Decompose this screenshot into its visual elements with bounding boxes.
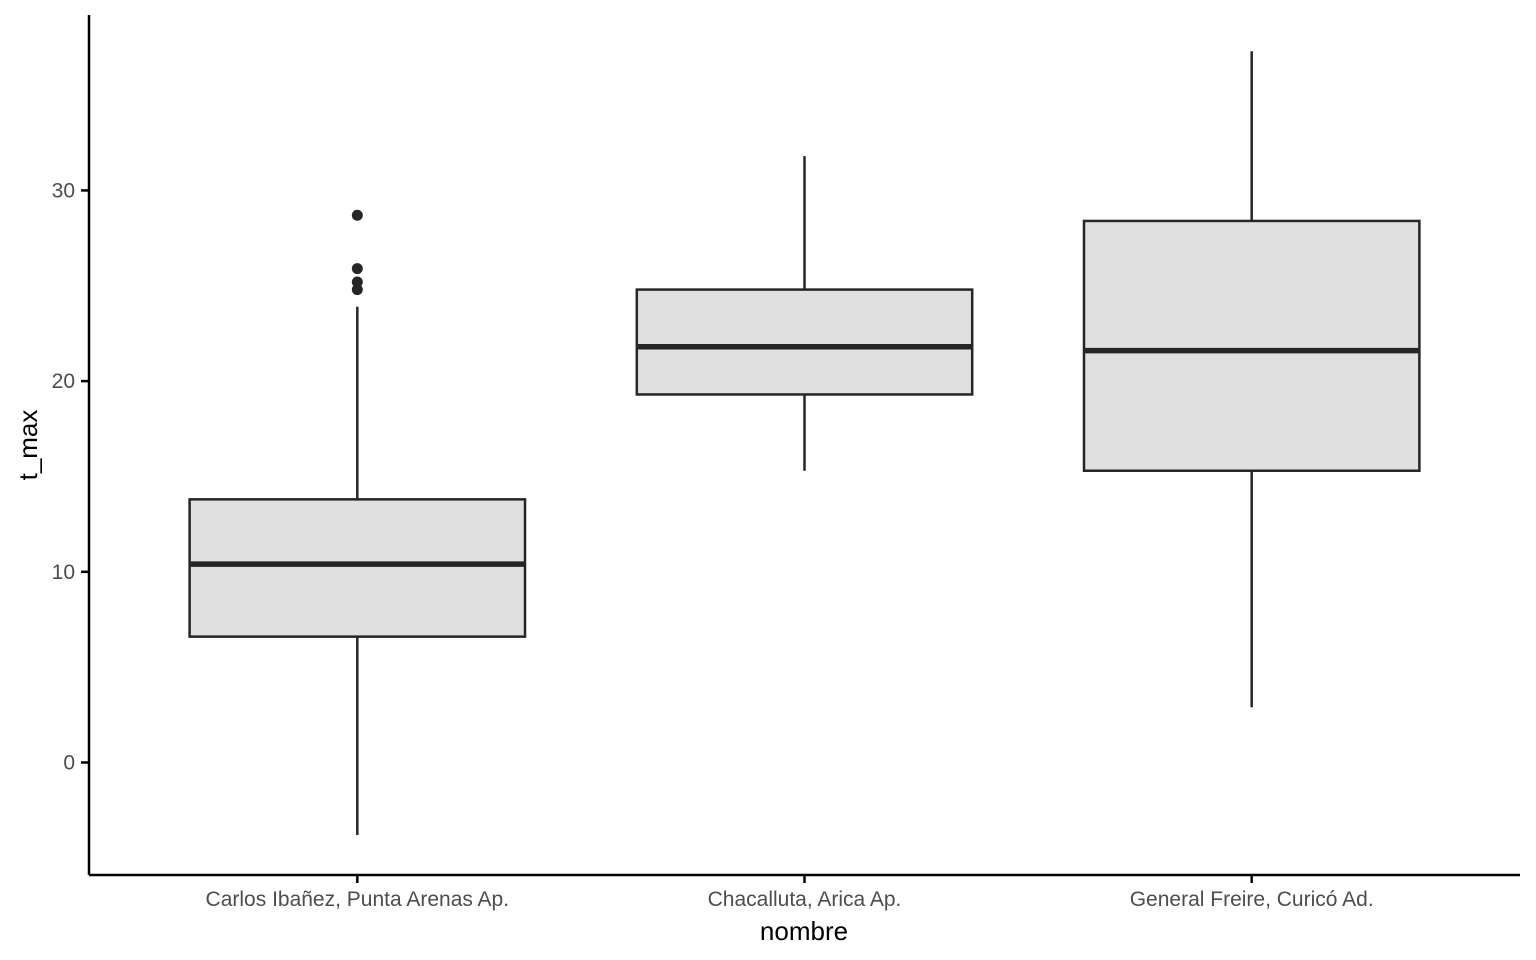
y-tick-label: 0: [63, 751, 75, 774]
box-iqr: [188, 498, 527, 638]
x-axis-title: nombre: [760, 916, 848, 946]
outlier-point: [351, 284, 363, 296]
x-tick-label: Chacalluta, Arica Ap.: [708, 888, 902, 911]
y-tick-label: 10: [52, 561, 75, 584]
box-group: [188, 209, 527, 835]
y-tick-label: 20: [52, 370, 75, 393]
x-tick-label: Carlos Ibañez, Punta Arenas Ap.: [206, 888, 510, 911]
boxes-layer: [188, 51, 1421, 835]
axes-layer: 0 10 20 30 Carlos Ibañez, Punta Arenas Ap. Ch…: [52, 15, 1520, 911]
outlier-point: [351, 209, 363, 221]
box-iqr: [1082, 219, 1421, 472]
box-iqr: [635, 288, 974, 396]
y-axis-title: t_max: [13, 410, 43, 481]
outlier-point: [351, 263, 363, 275]
x-tick-label: General Freire, Curicó Ad.: [1130, 888, 1374, 911]
box-group: [635, 156, 974, 471]
y-tick-label: 30: [52, 179, 75, 202]
box-group: [1082, 51, 1421, 708]
outlier-point: [351, 276, 363, 288]
